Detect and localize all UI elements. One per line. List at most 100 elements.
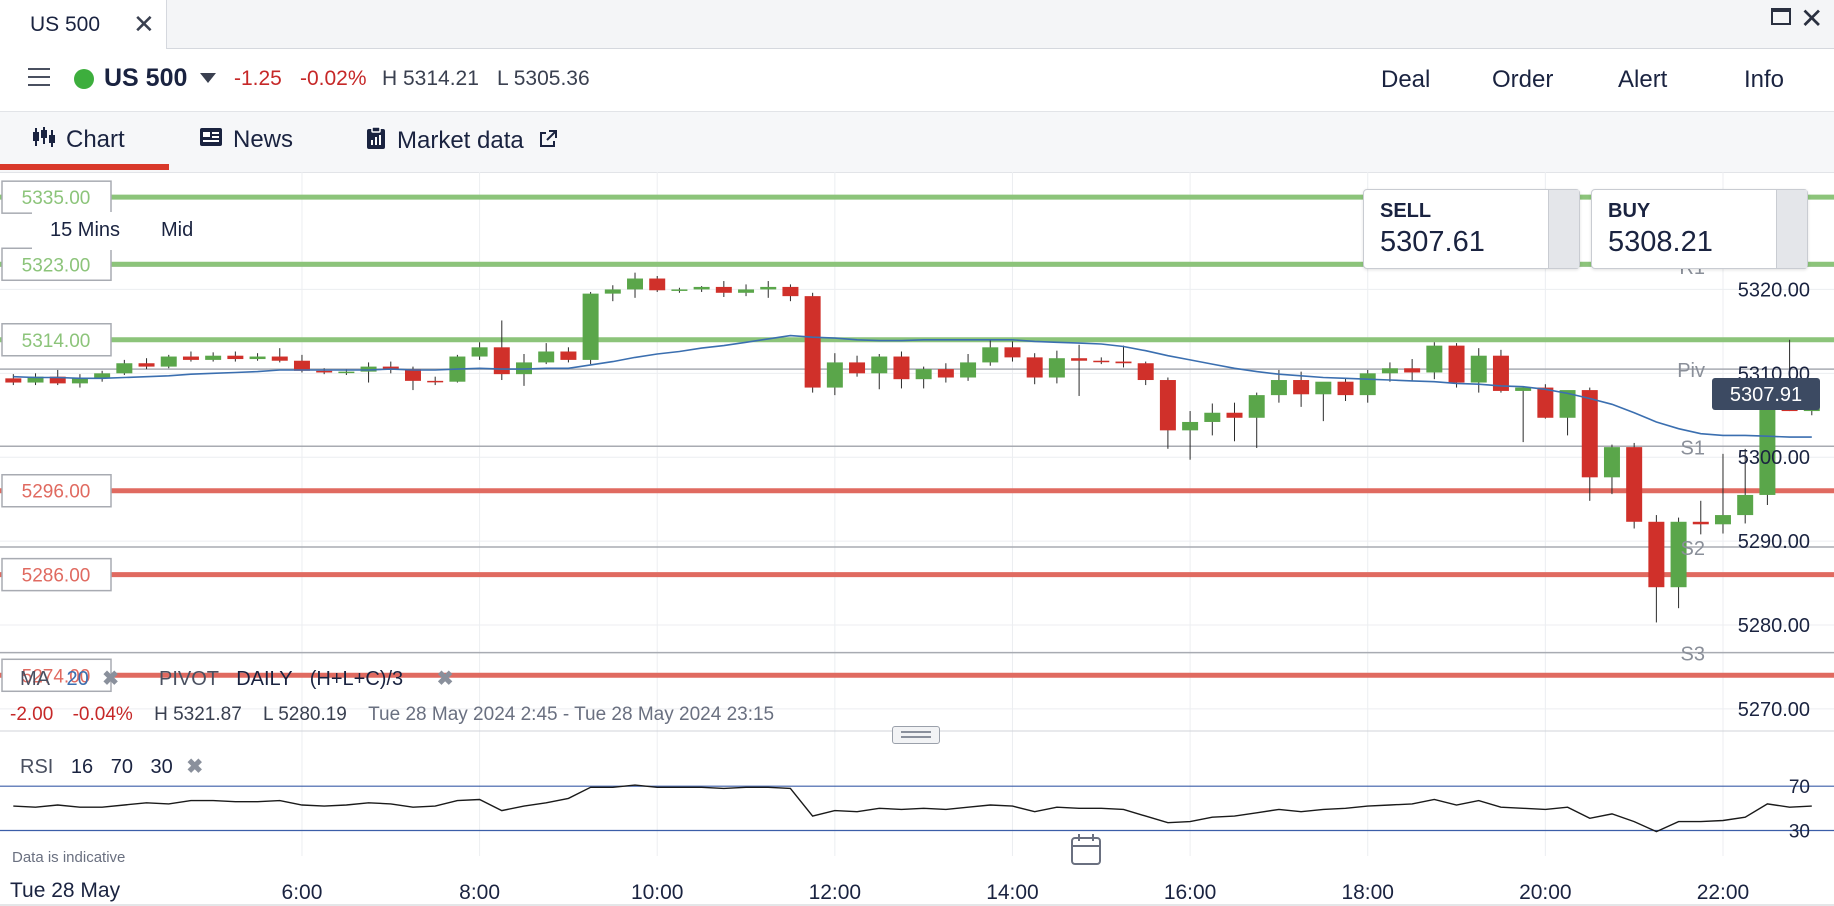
instrument-name[interactable]: US 500 bbox=[104, 64, 188, 92]
price-chart[interactable]: R1PivS1S2S3 5320.005310.005300.005290.00… bbox=[0, 172, 1834, 906]
candle-body bbox=[1115, 361, 1132, 364]
pivot-label: S3 bbox=[1681, 644, 1705, 666]
candle-body bbox=[249, 356, 266, 360]
horizontal-gridlines bbox=[0, 288, 1834, 710]
remove-ma-icon[interactable]: ✖ bbox=[102, 668, 120, 690]
pivot-formula[interactable]: (H+L+C)/3 bbox=[309, 668, 404, 690]
rsi-lower[interactable]: 30 bbox=[150, 756, 173, 778]
maximize-icon[interactable] bbox=[1770, 2, 1792, 34]
candle bbox=[604, 285, 621, 302]
candle-body bbox=[49, 376, 66, 384]
candles bbox=[5, 272, 1820, 623]
candle bbox=[227, 351, 244, 362]
tab-news[interactable]: News bbox=[199, 126, 293, 155]
remove-rsi-icon[interactable]: ✖ bbox=[186, 756, 204, 778]
interval-selector[interactable]: 15 Mins bbox=[50, 219, 121, 241]
candle bbox=[360, 362, 377, 383]
calendar-icon[interactable] bbox=[1071, 834, 1101, 865]
window-tab[interactable]: US 500 ✕ bbox=[0, 0, 167, 49]
ma-period[interactable]: 20 bbox=[66, 668, 89, 690]
candle bbox=[915, 366, 932, 389]
candle-body bbox=[1404, 368, 1421, 373]
candle bbox=[1581, 387, 1598, 501]
rsi-label: RSI bbox=[20, 756, 54, 778]
candle-body bbox=[693, 286, 710, 290]
buy-button[interactable]: BUY 5308.21 bbox=[1591, 189, 1808, 269]
candle-body bbox=[1381, 368, 1398, 374]
level-badge[interactable]: 5314.00 bbox=[1, 323, 112, 357]
candle bbox=[249, 353, 266, 361]
candle-body bbox=[1270, 380, 1287, 396]
tab-chart[interactable]: Chart bbox=[32, 126, 125, 155]
clipboard-icon bbox=[365, 126, 387, 157]
rsi-panel: 70 30 bbox=[0, 777, 1834, 842]
window-close-icon[interactable]: ✕ bbox=[1800, 3, 1824, 34]
tab-market-data-label: Market data bbox=[397, 126, 524, 154]
candle-body bbox=[782, 286, 799, 297]
sell-label: SELL bbox=[1380, 200, 1432, 222]
pane-resize-handle[interactable] bbox=[892, 726, 940, 744]
candle-body bbox=[1714, 515, 1731, 525]
order-button[interactable]: Order bbox=[1492, 66, 1554, 93]
rsi-level-label: 70 bbox=[1789, 777, 1810, 798]
window-tab-title: US 500 bbox=[30, 13, 101, 36]
candle-body bbox=[1137, 363, 1154, 381]
sell-button[interactable]: SELL 5307.61 bbox=[1363, 189, 1580, 269]
candle-body bbox=[493, 347, 510, 375]
level-badge[interactable]: 5335.00 bbox=[1, 180, 112, 214]
pivot-period[interactable]: DAILY bbox=[236, 668, 293, 690]
candle-body bbox=[1648, 521, 1665, 588]
tab-market-data[interactable]: Market data bbox=[365, 126, 558, 157]
candle bbox=[715, 281, 732, 297]
candle bbox=[1648, 515, 1665, 623]
level-badges: 5335.00 5323.00 5314.00 5296.00 5286.00 5274.… bbox=[1, 180, 112, 693]
candle-body bbox=[138, 363, 155, 367]
external-link-icon bbox=[538, 128, 558, 156]
price-type-selector[interactable]: Mid bbox=[161, 219, 194, 241]
hamburger-menu-icon[interactable] bbox=[28, 68, 50, 86]
level-badge[interactable]: 5296.00 bbox=[1, 473, 112, 508]
candle-body bbox=[404, 369, 421, 381]
remove-pivot-icon[interactable]: ✖ bbox=[436, 668, 454, 690]
candle-body bbox=[1670, 521, 1687, 588]
level-badge-text: 5314.00 bbox=[22, 331, 91, 352]
candle-body bbox=[1492, 355, 1509, 391]
x-axis-date: Tue 28 May bbox=[10, 879, 121, 902]
tab-close-icon[interactable]: ✕ bbox=[133, 9, 155, 39]
candle bbox=[782, 284, 799, 302]
candle bbox=[27, 373, 44, 386]
candle bbox=[1026, 353, 1043, 385]
candle bbox=[627, 272, 644, 298]
level-badge[interactable]: 5274.00 bbox=[1, 658, 112, 693]
alert-button[interactable]: Alert bbox=[1618, 66, 1668, 93]
level-badge-text: 5335.00 bbox=[22, 188, 91, 209]
candle-body bbox=[1026, 357, 1043, 378]
instrument-header: US 500 -1.25 -0.02% H 5314.21 L 5305.36 … bbox=[0, 49, 1834, 112]
level-badge[interactable]: 5323.00 bbox=[1, 247, 112, 282]
candle bbox=[1603, 444, 1620, 495]
y-tick-label: 5280.00 bbox=[1738, 615, 1810, 637]
candle-body bbox=[826, 362, 843, 388]
candle-body bbox=[382, 366, 399, 370]
rsi-line bbox=[13, 784, 1812, 833]
candle-body bbox=[227, 355, 244, 360]
candle bbox=[182, 351, 199, 362]
candle bbox=[582, 291, 599, 365]
instrument-dropdown-icon[interactable] bbox=[200, 73, 216, 83]
candle-body bbox=[1182, 421, 1199, 431]
x-tick-label: 14:00 bbox=[986, 881, 1039, 904]
candle bbox=[1315, 381, 1332, 422]
rsi-upper[interactable]: 70 bbox=[110, 756, 133, 778]
pivot-label: PIVOT bbox=[159, 668, 219, 690]
candle-body bbox=[1470, 355, 1487, 383]
deal-button[interactable]: Deal bbox=[1381, 66, 1431, 93]
candle-body bbox=[94, 373, 111, 378]
candle-body bbox=[205, 355, 222, 360]
candle-body bbox=[1737, 494, 1754, 516]
candle-body bbox=[1626, 447, 1643, 522]
level-badge[interactable]: 5286.00 bbox=[1, 557, 112, 592]
candle bbox=[693, 286, 710, 292]
candle bbox=[738, 284, 755, 297]
info-button[interactable]: Info bbox=[1744, 66, 1785, 93]
rsi-period[interactable]: 16 bbox=[70, 756, 94, 778]
